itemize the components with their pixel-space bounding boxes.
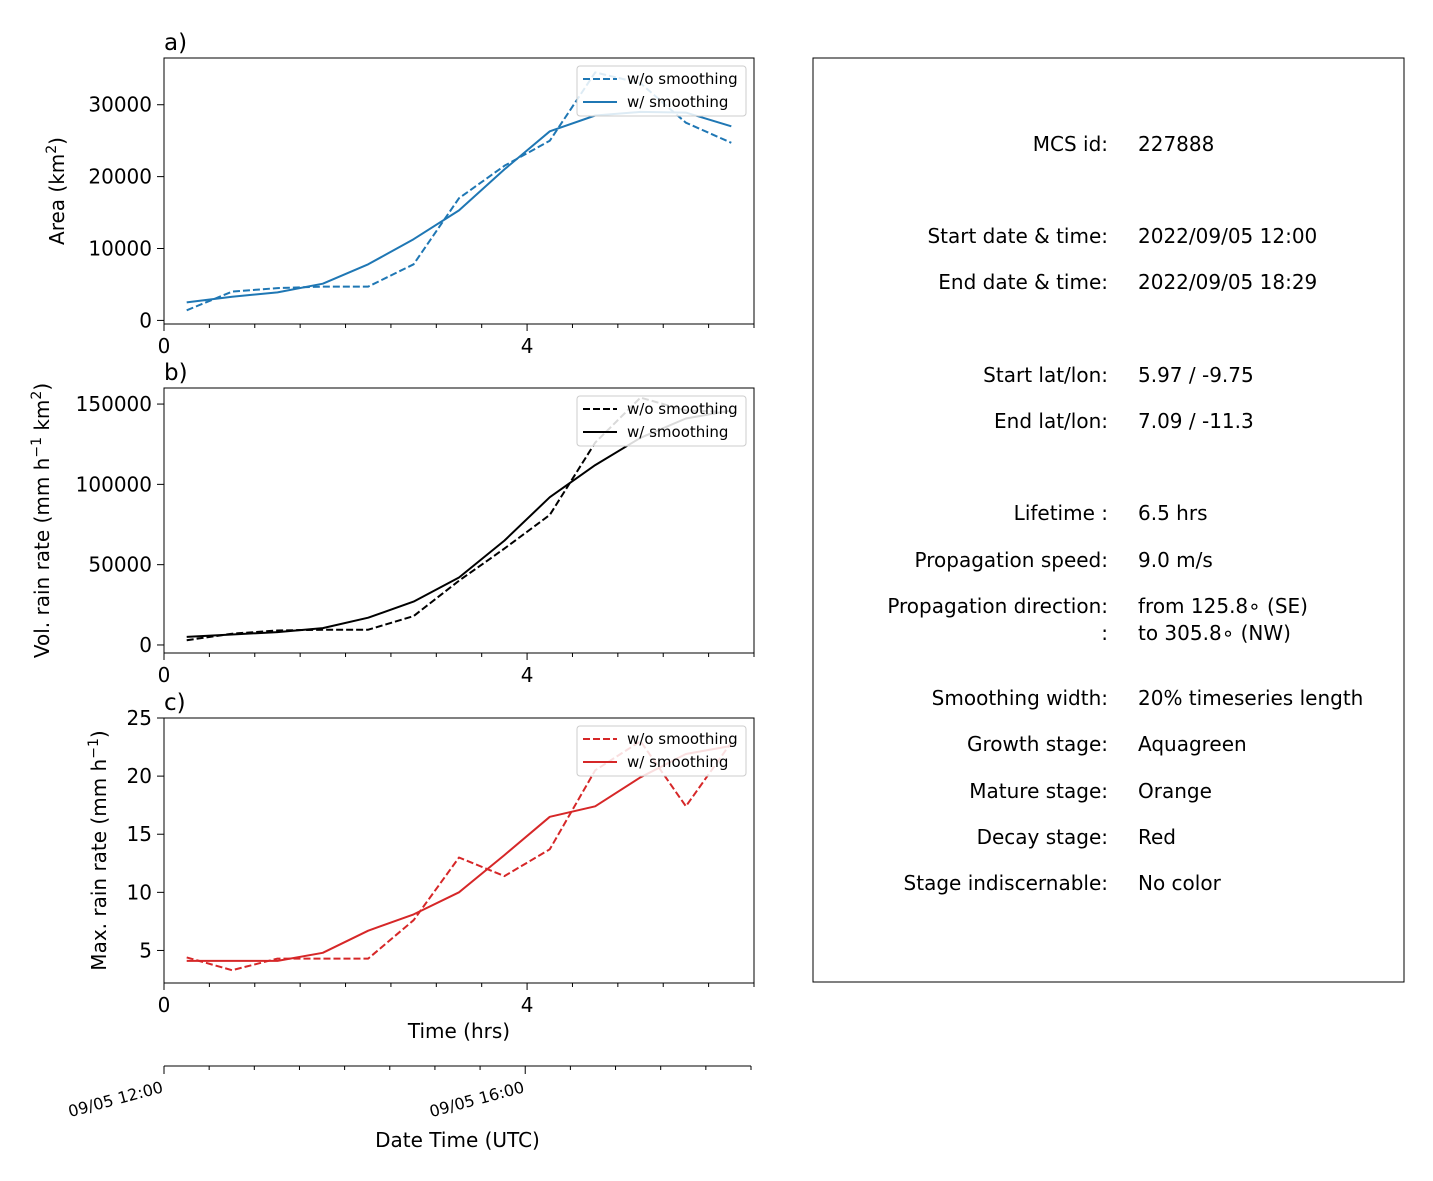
panel-letter: b) <box>164 360 188 386</box>
info-label: Smoothing width: <box>932 686 1108 710</box>
info-value: 20% timeseries length <box>1138 686 1363 710</box>
date-time-axis: 09/05 12:00 09/05 16:00 Date Time (UTC) <box>66 1065 752 1152</box>
x-axis-label: Time (hrs) <box>407 1019 510 1043</box>
info-label: Lifetime : <box>1014 501 1108 525</box>
panel-1: a) 0 10000 20000 30000 0 4 Area (km2) w/o smooth… <box>44 30 755 358</box>
y-tick-label: 30000 <box>88 93 152 117</box>
y-tick-label: 50000 <box>88 553 152 577</box>
series-line-smoothed <box>186 744 732 962</box>
info-value: 7.09 / -11.3 <box>1138 409 1254 433</box>
info-label: : <box>1101 621 1108 645</box>
info-value: 2022/09/05 18:29 <box>1138 270 1317 294</box>
info-label: MCS id: <box>1033 132 1108 156</box>
y-tick-label: 20 <box>127 764 152 788</box>
info-panel: MCS id: 227888 Start date & time: 2022/09/0… <box>812 57 1405 983</box>
legend-entry: w/o smoothing <box>627 70 738 88</box>
legend-entry: w/o smoothing <box>627 730 738 748</box>
info-frame <box>812 57 1405 983</box>
legend-entry: w/ smoothing <box>627 93 728 111</box>
plot-frame <box>163 717 755 984</box>
x-tick-label: 0 <box>158 663 171 687</box>
info-label: Decay stage: <box>977 825 1108 849</box>
y-tick-label: 0 <box>139 633 152 657</box>
legend-box <box>576 395 747 447</box>
panel-2: b) 0 50000 100000 150000 0 4 Vol. rain rate (mm… <box>29 360 755 687</box>
panel-letter: a) <box>164 30 187 56</box>
legend-box <box>576 725 747 777</box>
legend-entry: w/o smoothing <box>627 400 738 418</box>
info-label: Stage indiscernable: <box>904 871 1108 895</box>
legend-entry: w/ smoothing <box>627 423 728 441</box>
x-tick-label: 0 <box>158 334 171 358</box>
x-tick-label: 4 <box>521 663 534 687</box>
info-value: 2022/09/05 12:00 <box>1138 224 1317 248</box>
y-tick-label: 25 <box>127 706 152 730</box>
info-value: Aquagreen <box>1138 732 1247 756</box>
series-line-raw <box>186 396 732 642</box>
info-label: End date & time: <box>938 270 1108 294</box>
series-line-raw <box>186 740 733 972</box>
info-label: Propagation speed: <box>915 548 1108 572</box>
info-label: Growth stage: <box>967 732 1108 756</box>
plot-frame <box>163 57 755 325</box>
info-value: 227888 <box>1138 132 1214 156</box>
y-axis-label: Vol. rain rate (mm h−1 km2) <box>29 383 54 658</box>
legend: w/o smoothing w/ smoothing <box>576 395 747 447</box>
x-tick-label: 4 <box>521 334 534 358</box>
x-tick-label: 0 <box>158 993 171 1017</box>
y-tick-label: 0 <box>139 308 152 332</box>
date-tick-label: 09/05 12:00 <box>66 1078 165 1122</box>
legend-box <box>576 65 747 117</box>
plot-frame <box>163 387 755 654</box>
info-label: End lat/lon: <box>994 409 1108 433</box>
info-value: Red <box>1138 825 1176 849</box>
y-tick-label: 15 <box>127 822 152 846</box>
y-tick-label: 10000 <box>88 237 152 261</box>
legend: w/o smoothing w/ smoothing <box>576 65 747 117</box>
info-value: 9.0 m/s <box>1138 548 1213 572</box>
info-value: 6.5 hrs <box>1138 501 1207 525</box>
y-tick-label: 150000 <box>76 392 152 416</box>
date-tick-label: 09/05 16:00 <box>427 1078 526 1122</box>
y-axis-label: Area (km2) <box>44 137 69 245</box>
y-tick-label: 20000 <box>88 165 152 189</box>
info-value: from 125.8∘ (SE) <box>1138 594 1308 618</box>
legend: w/o smoothing w/ smoothing <box>576 725 747 777</box>
info-label: Start date & time: <box>927 224 1108 248</box>
y-tick-label: 10 <box>127 880 152 904</box>
info-label: Propagation direction: <box>887 594 1108 618</box>
info-label: Mature stage: <box>969 779 1108 803</box>
y-axis-label: Max. rain rate (mm h−1) <box>86 730 111 970</box>
panel-letter: c) <box>164 690 186 716</box>
panel-3: c) 5 10 15 20 25 0 4 Max. rain rate (mm h−1) w/o … <box>86 690 755 1017</box>
x-tick-label: 4 <box>521 993 534 1017</box>
y-tick-label: 100000 <box>76 472 152 496</box>
date-axis-label: Date Time (UTC) <box>375 1128 540 1152</box>
y-tick-label: 5 <box>139 938 152 962</box>
legend-entry: w/ smoothing <box>627 753 728 771</box>
info-label: Start lat/lon: <box>983 363 1108 387</box>
info-value: to 305.8∘ (NW) <box>1138 621 1291 645</box>
info-value: Orange <box>1138 779 1212 803</box>
info-value: 5.97 / -9.75 <box>1138 363 1254 387</box>
series-line-smoothed <box>186 110 732 304</box>
info-value: No color <box>1138 871 1222 895</box>
